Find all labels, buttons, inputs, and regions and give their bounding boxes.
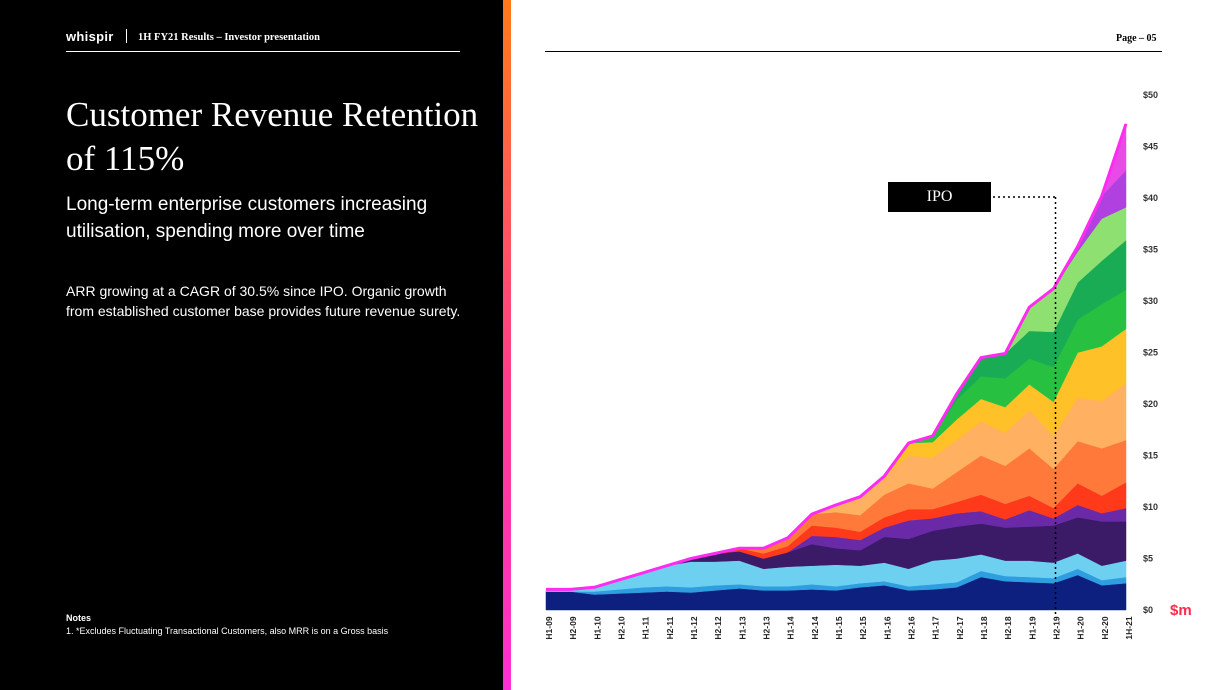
notes-item-1: 1. *Excludes Fluctuating Transactional C… <box>66 626 389 636</box>
unit-label: $m <box>1170 602 1192 619</box>
ipo-annotation: IPO <box>888 182 991 212</box>
slide-body-text: ARR growing at a CAGR of 30.5% since IPO… <box>66 283 461 319</box>
x-tick-label: H2-12 <box>713 616 723 639</box>
x-tick-label: H2-18 <box>1003 616 1013 639</box>
y-tick-label: $25 <box>1143 348 1158 358</box>
left-panel: whispir 1H FY21 Results – Investor prese… <box>0 0 503 690</box>
x-tick-label: H2-10 <box>617 616 627 639</box>
deck-title: 1H FY21 Results – Investor presentation <box>138 32 320 43</box>
x-tick-label: H1-16 <box>882 616 892 639</box>
total-outline-line <box>546 123 1128 591</box>
header-rule-left <box>66 51 460 52</box>
x-tick-label: H2-17 <box>955 616 965 639</box>
page-number: Page – 05 <box>1116 33 1157 44</box>
x-tick-label: H2-11 <box>665 616 675 639</box>
y-tick-label: $45 <box>1143 142 1158 152</box>
y-tick-label: $10 <box>1143 502 1158 512</box>
whispir-logo: whispir <box>66 29 114 44</box>
x-tick-label: H1-10 <box>592 616 602 639</box>
y-tick-label: $30 <box>1143 296 1158 306</box>
x-tick-label: H2-09 <box>568 616 578 639</box>
x-tick-label: 1H-21 <box>1124 616 1134 639</box>
x-tick-label: H2-14 <box>810 616 820 639</box>
y-tick-label: $0 <box>1143 605 1153 615</box>
x-tick-label: H1-15 <box>834 616 844 639</box>
x-tick-label: H1-12 <box>689 616 699 639</box>
y-tick-label: $5 <box>1143 554 1153 564</box>
header-rule-right <box>545 51 1162 52</box>
x-tick-label: H2-16 <box>907 616 917 639</box>
y-tick-label: $50 <box>1143 90 1158 100</box>
x-tick-label: H2-13 <box>762 616 772 639</box>
x-tick-label: H1-11 <box>641 616 651 639</box>
header-separator <box>126 29 127 43</box>
slide-title: Customer Revenue Retention of 115% <box>66 95 479 178</box>
x-tick-label: H2-15 <box>858 616 868 639</box>
x-tick-label: H1-14 <box>786 616 796 639</box>
x-tick-label: H2-19 <box>1052 616 1062 639</box>
slide-subtitle: Long-term enterprise customers increasin… <box>66 194 428 242</box>
y-tick-label: $35 <box>1143 245 1158 255</box>
x-tick-label: H1-17 <box>931 616 941 639</box>
x-tick-label: H1-13 <box>737 616 747 639</box>
x-tick-label: H1-20 <box>1076 616 1086 639</box>
x-tick-label: H1-09 <box>544 616 554 639</box>
y-tick-label: $20 <box>1143 399 1158 409</box>
notes-heading: Notes <box>66 613 92 623</box>
x-tick-label: H1-18 <box>979 616 989 639</box>
x-tick-label: H1-19 <box>1027 616 1037 639</box>
y-tick-label: $15 <box>1143 451 1158 461</box>
y-tick-label: $40 <box>1143 193 1158 203</box>
x-tick-label: H2-20 <box>1100 616 1110 639</box>
accent-stripe <box>503 0 511 690</box>
